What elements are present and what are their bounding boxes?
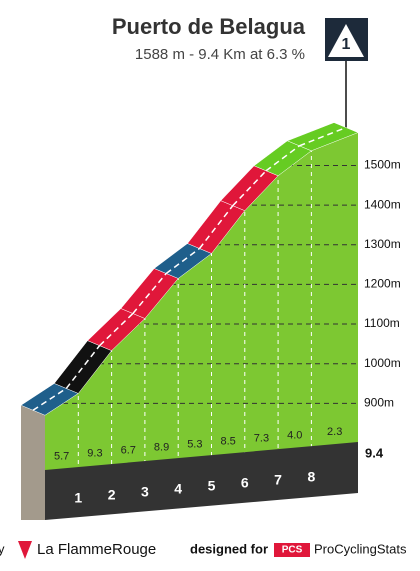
x-tick-label: 6 [241, 475, 249, 491]
x-tick-label: 1 [74, 490, 82, 506]
x-tick-label: 4 [174, 481, 182, 497]
x-tick-label: 8 [307, 469, 315, 485]
footer-designed: designed for [190, 541, 268, 556]
gradient-label: 7.3 [254, 432, 269, 444]
y-tick-label: 900m [364, 396, 394, 410]
stripe-center [232, 170, 267, 207]
y-tick-label: 1400m [364, 197, 401, 211]
badge-triangle [328, 24, 364, 57]
stripe-center [132, 272, 167, 314]
y-tick-label: 1200m [364, 277, 401, 291]
pcs-box [274, 543, 310, 557]
stripe-center [99, 312, 134, 347]
stripe-center [265, 145, 300, 172]
footer-brand: La FlammeRouge [37, 541, 156, 558]
footer-pcs: PCS [282, 545, 303, 556]
gradient-label: 5.7 [54, 450, 69, 462]
plot: 900m 1000m 1100m 1200m 1300m 1400m 1500m 5.7 9.3… [20, 122, 401, 520]
y-tick-label: 1100m [364, 316, 400, 330]
chart-subtitle: 1588 m - 9.4 Km at 6.3 % [135, 46, 305, 63]
gradient-label: 4.0 [287, 429, 302, 441]
x-tick-label: 9.4 [365, 445, 384, 460]
gradient-label: 5.3 [187, 438, 202, 450]
y-tick-label: 1000m [364, 356, 401, 370]
footer-site: ProCyclingStats [314, 541, 407, 556]
gradient-label: 8.5 [220, 435, 235, 447]
y-tick-label: 1300m [364, 237, 401, 251]
gradient-label: 6.7 [121, 444, 136, 456]
gradient-label: 9.3 [87, 447, 102, 459]
stripe-center [32, 387, 67, 411]
y-tick-label: 1500m [364, 158, 401, 172]
flamme-icon [18, 541, 32, 559]
x-tick-label: 7 [274, 472, 282, 488]
x-tick-label: 5 [208, 478, 216, 494]
stripe-center [299, 126, 347, 147]
x-tick-label: 2 [108, 487, 116, 503]
stripe-center [165, 247, 200, 275]
footer-cut: y [0, 541, 5, 556]
stripe-center [65, 345, 101, 389]
base [45, 442, 358, 520]
profile-area [45, 132, 358, 470]
stripe-center [198, 205, 234, 249]
category-label: 1 [342, 36, 351, 53]
gradient-label: 2.3 [327, 426, 342, 438]
side-face [21, 405, 45, 520]
gradient-label: 8.9 [154, 441, 169, 453]
chart-title: Puerto de Belagua [112, 14, 306, 39]
x-tick-label: 3 [141, 484, 149, 500]
